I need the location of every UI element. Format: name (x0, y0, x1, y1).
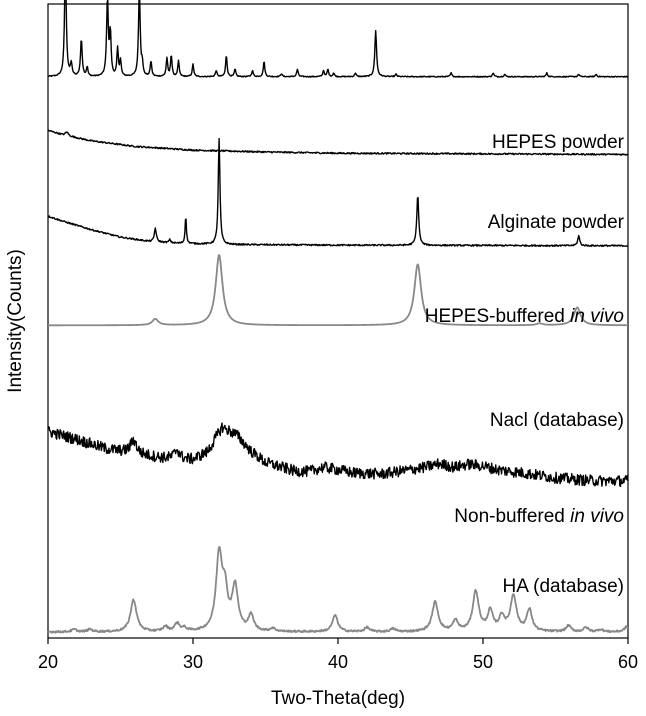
series-label-1: Alginate powder (488, 212, 625, 233)
series-label-part: HEPES powder (492, 132, 625, 153)
x-tick-label: 40 (328, 652, 348, 672)
x-axis-title: Two-Theta(deg) (271, 688, 405, 709)
series-line-4 (47, 422, 629, 488)
series-line-3 (47, 254, 629, 327)
series-line-1 (47, 129, 629, 156)
x-tick-label: 50 (473, 652, 493, 672)
series-label-4: Non-buffered in vivo (454, 506, 624, 527)
x-tick-label: 60 (618, 652, 638, 672)
series-layer (47, 0, 629, 634)
series-label-part: HEPES-buffered (425, 306, 570, 327)
series-label-5: HA (database) (503, 576, 624, 597)
y-axis-title: Intensity(Counts) (5, 249, 26, 393)
series-label-2: HEPES-buffered in vivo (425, 306, 624, 327)
series-label-0: HEPES powder (492, 132, 625, 153)
series-line-0 (47, 0, 629, 78)
x-tick-label: 30 (183, 652, 203, 672)
series-line-2 (47, 137, 629, 248)
series-label-part: HA (database) (503, 576, 624, 597)
series-label-part: in vivo (570, 306, 624, 327)
series-label-part: Nacl (database) (490, 410, 624, 431)
series-label-part: Alginate powder (488, 212, 625, 233)
x-axis: 20 30 40 50 60 (38, 638, 638, 672)
x-tick-label: 20 (38, 652, 58, 672)
series-labels: HEPES powder Alginate powder HEPES-buffere… (425, 132, 625, 597)
series-label-3: Nacl (database) (490, 410, 624, 431)
series-label-part: Non-buffered (454, 506, 570, 527)
series-line-5 (47, 546, 629, 634)
series-label-part: in vivo (570, 506, 624, 527)
